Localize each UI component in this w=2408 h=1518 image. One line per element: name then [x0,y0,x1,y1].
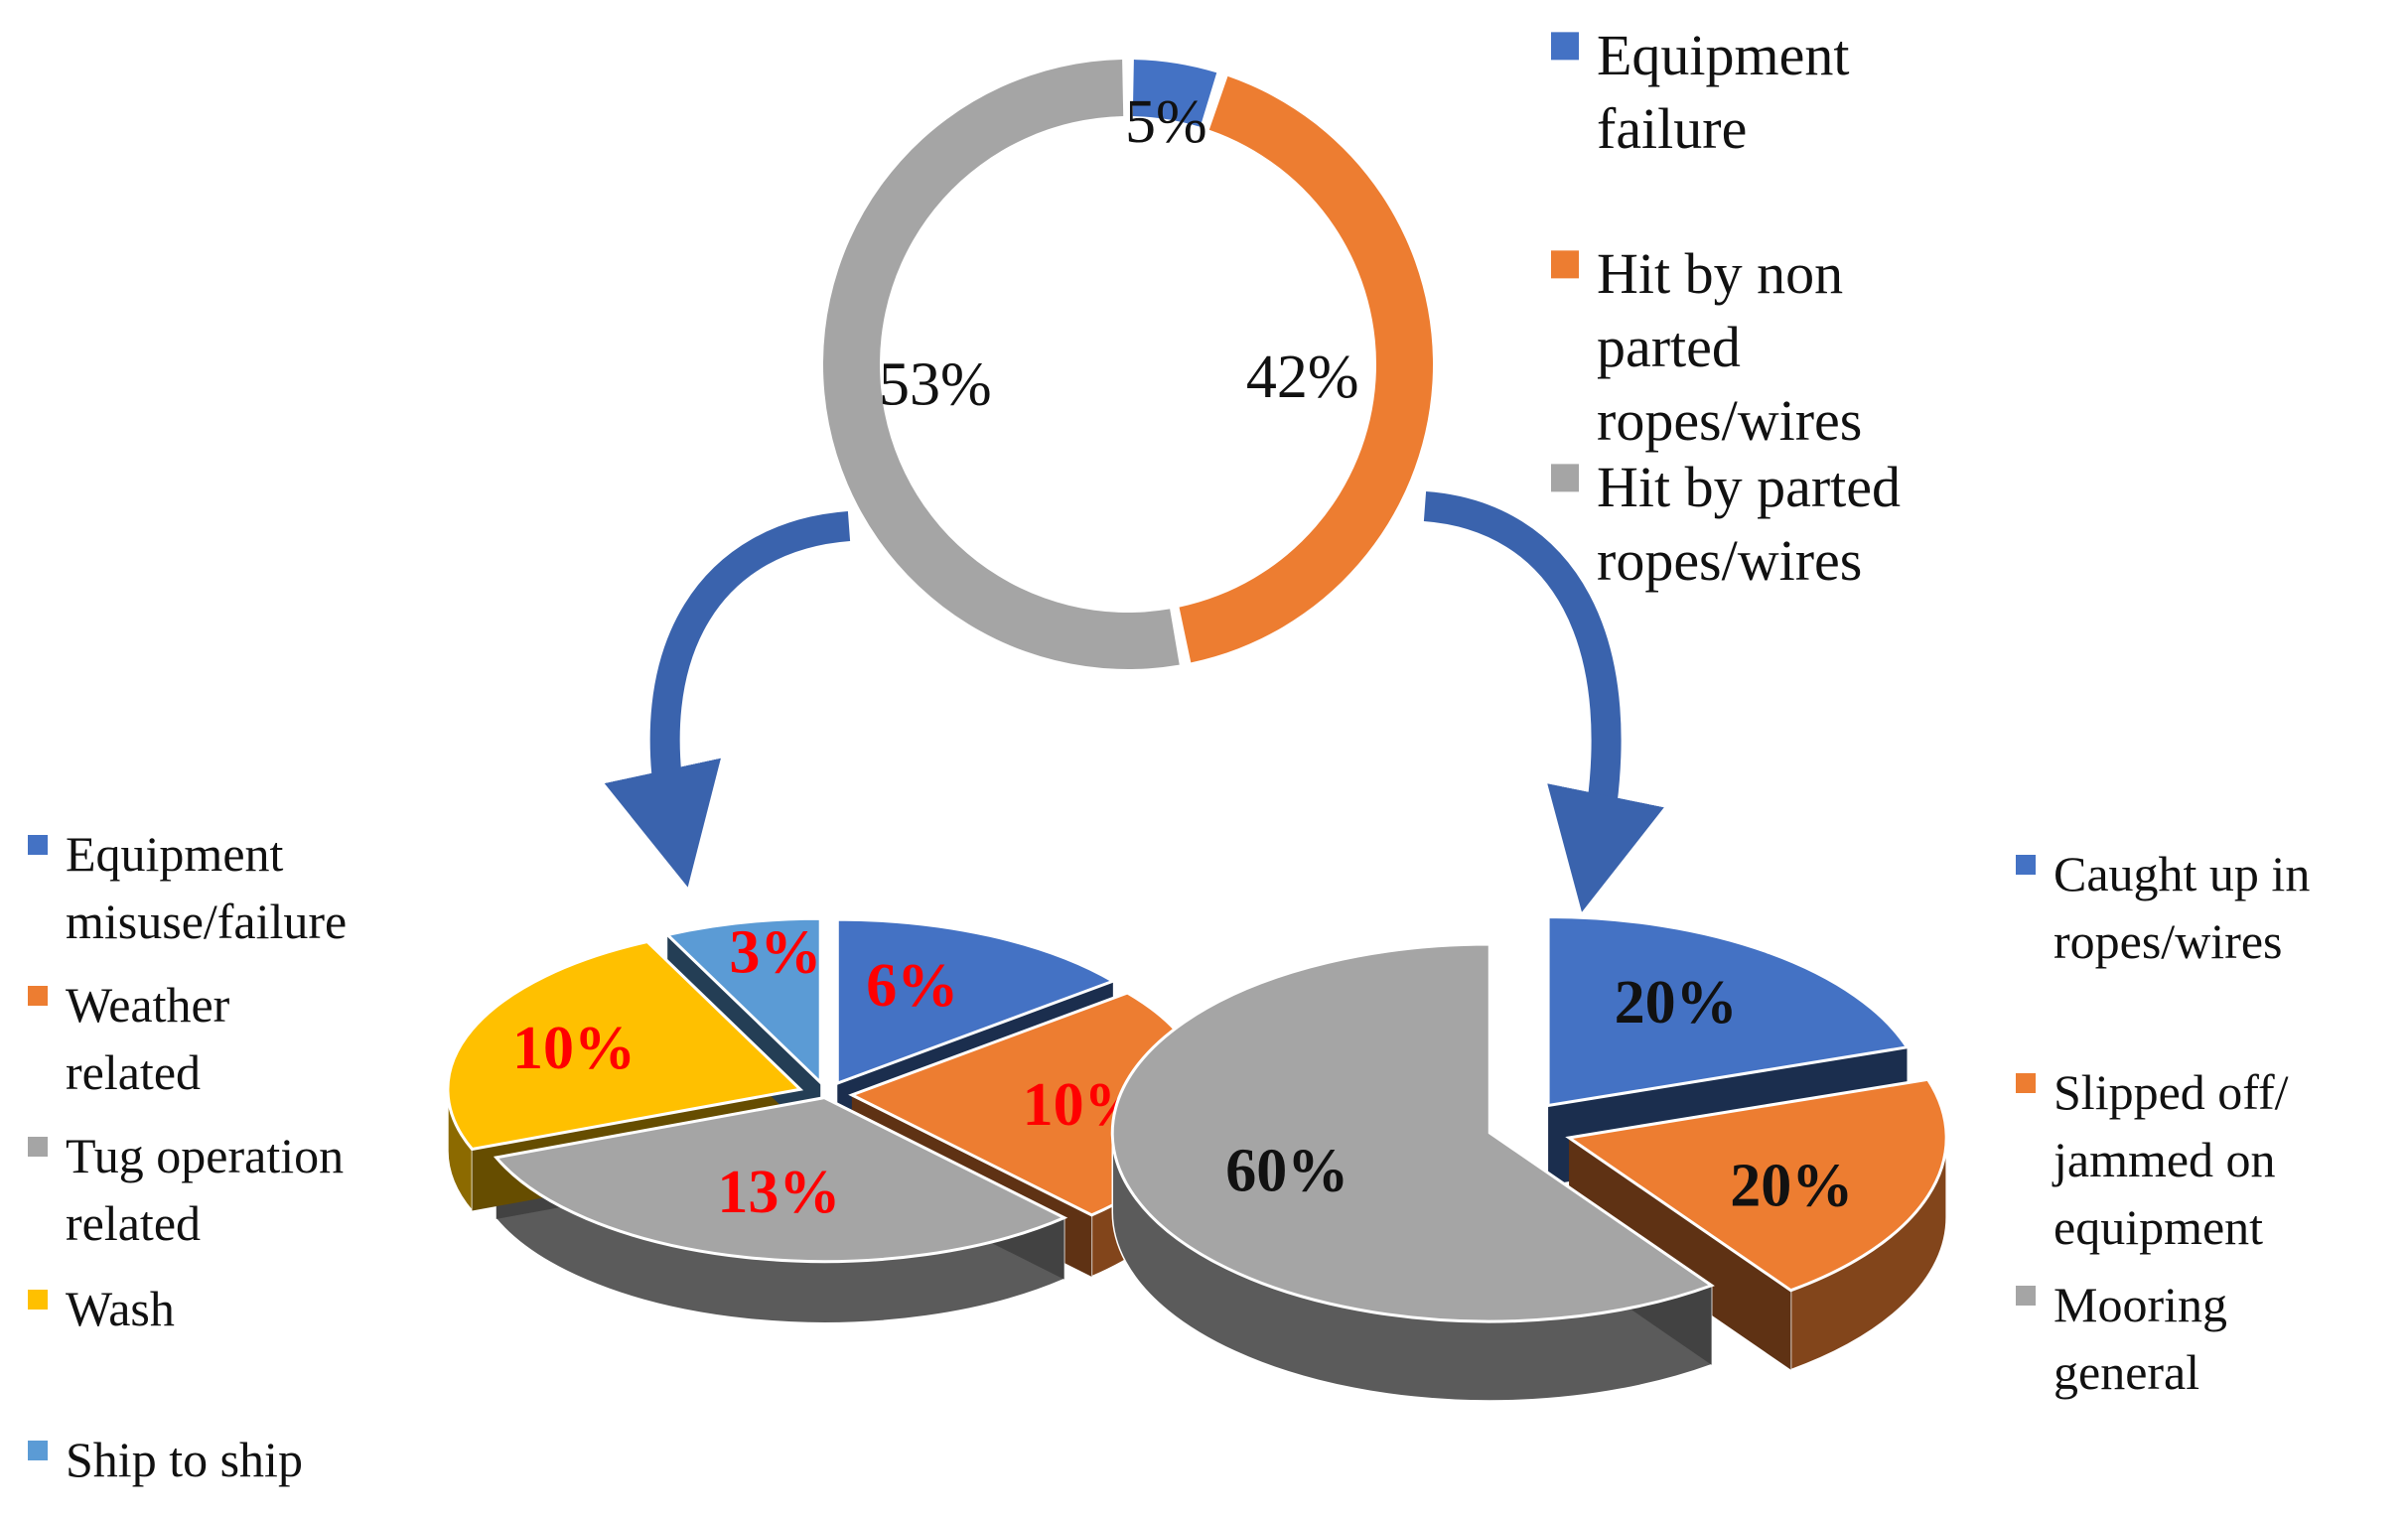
legend-swatch [1551,32,1579,61]
doughnut-slice-equipment-failure [1132,60,1217,127]
pie-data-label: 13% [717,1159,840,1226]
legend-item-slipped-off-jammed-on-equipment: Slipped off/jammed on equipment [2016,1064,2289,1255]
doughnut-slice-hit-by-parted-ropes-wires [822,60,1180,669]
legend-label: Weather related [66,977,230,1100]
doughnut-data-label: 42% [1246,344,1359,411]
right-pie-chart: 20% 20% 60% [1110,915,1948,1402]
pie-slice-wash [446,939,804,1152]
right-pie-legend: Caught up in ropes/wires Slipped off/jamme… [2016,846,2310,1400]
legend-item-tug-operation-related: Tug operation related [28,1128,344,1251]
legend-swatch [2016,855,2036,875]
legend-swatch [28,1290,48,1310]
legend-label: Caught up in ropes/wires [2054,846,2310,969]
legend-item-caught-up-in-ropes-wires: Caught up in ropes/wires [2016,846,2310,969]
connector-arrows [604,491,1664,912]
pie-data-label: 60% [1225,1137,1348,1204]
legend-swatch [1551,464,1579,492]
doughnut-slice-hit-by-non-parted-ropes-wires [1179,75,1433,663]
pie-slice-slipped-off-jammed-on-equipment [1565,1077,1948,1293]
pie-data-label: 3% [729,919,821,987]
legend-label: Slipped off/jammed on equipment [2052,1064,2289,1255]
pie-slice-equipment-misuse-failure [835,917,1117,1086]
legend-swatch [2016,1286,2036,1306]
pie-slice-tug-operation-related [493,1096,1068,1264]
legend-item-hit-by-parted-ropes-wires: Hit by parted ropes/wires [1551,455,1901,593]
legend-item-ship-to-ship: Ship to ship [28,1432,303,1487]
legend-swatch [2016,1073,2036,1093]
legend-label: Tug operation related [66,1128,344,1251]
left-connector-arrow [604,511,851,888]
doughnut-legend: Equipment failure Hit by non parted ropes/wi… [1551,23,1901,593]
legend-swatch [28,986,48,1006]
pie-data-label: 20% [1615,969,1738,1036]
pie-data-label: 10% [512,1015,636,1082]
pie-slice-caught-up-in-ropes-wires [1546,915,1911,1108]
legend-label: Equipment misuse/failure [66,826,347,949]
doughnut-chart: 5% 42% 53% [822,60,1433,669]
doughnut-data-label: 53% [879,350,992,418]
legend-label: Equipment failure [1597,23,1850,161]
legend-item-hit-by-non-parted-ropes-wires: Hit by non parted ropes/wires [1551,241,1862,453]
legend-label: Ship to ship [66,1432,303,1487]
pie-slice-ship-to-ship [664,916,822,1086]
legend-label: Hit by non parted ropes/wires [1597,241,1862,453]
legend-label: Mooring general [2054,1277,2227,1400]
legend-swatch [28,1441,48,1460]
pie-data-label: 20% [1730,1152,1853,1219]
legend-swatch [28,1137,48,1157]
legend-item-wash: Wash [28,1281,175,1336]
legend-swatch [1551,250,1579,279]
legend-label: Wash [66,1281,175,1336]
legend-item-weather-related: Weather related [28,977,230,1100]
pie-data-label: 6% [866,952,958,1020]
doughnut-data-label: 5% [1125,88,1207,156]
left-pie-chart: 6%10%13%10%3% [446,916,1206,1324]
pie-slice-mooring-general [1110,942,1715,1323]
left-pie-legend: Equipment misuse/failure Weather related Tug… [28,826,347,1487]
legend-label: Hit by parted ropes/wires [1597,455,1901,593]
legend-item-mooring-general: Mooring general [2016,1277,2227,1400]
legend-item-equipment-failure: Equipment failure [1551,23,1850,161]
legend-swatch [28,835,48,855]
legend-item-equipment-misuse-failure: Equipment misuse/failure [28,826,347,949]
right-connector-arrow [1423,491,1664,912]
